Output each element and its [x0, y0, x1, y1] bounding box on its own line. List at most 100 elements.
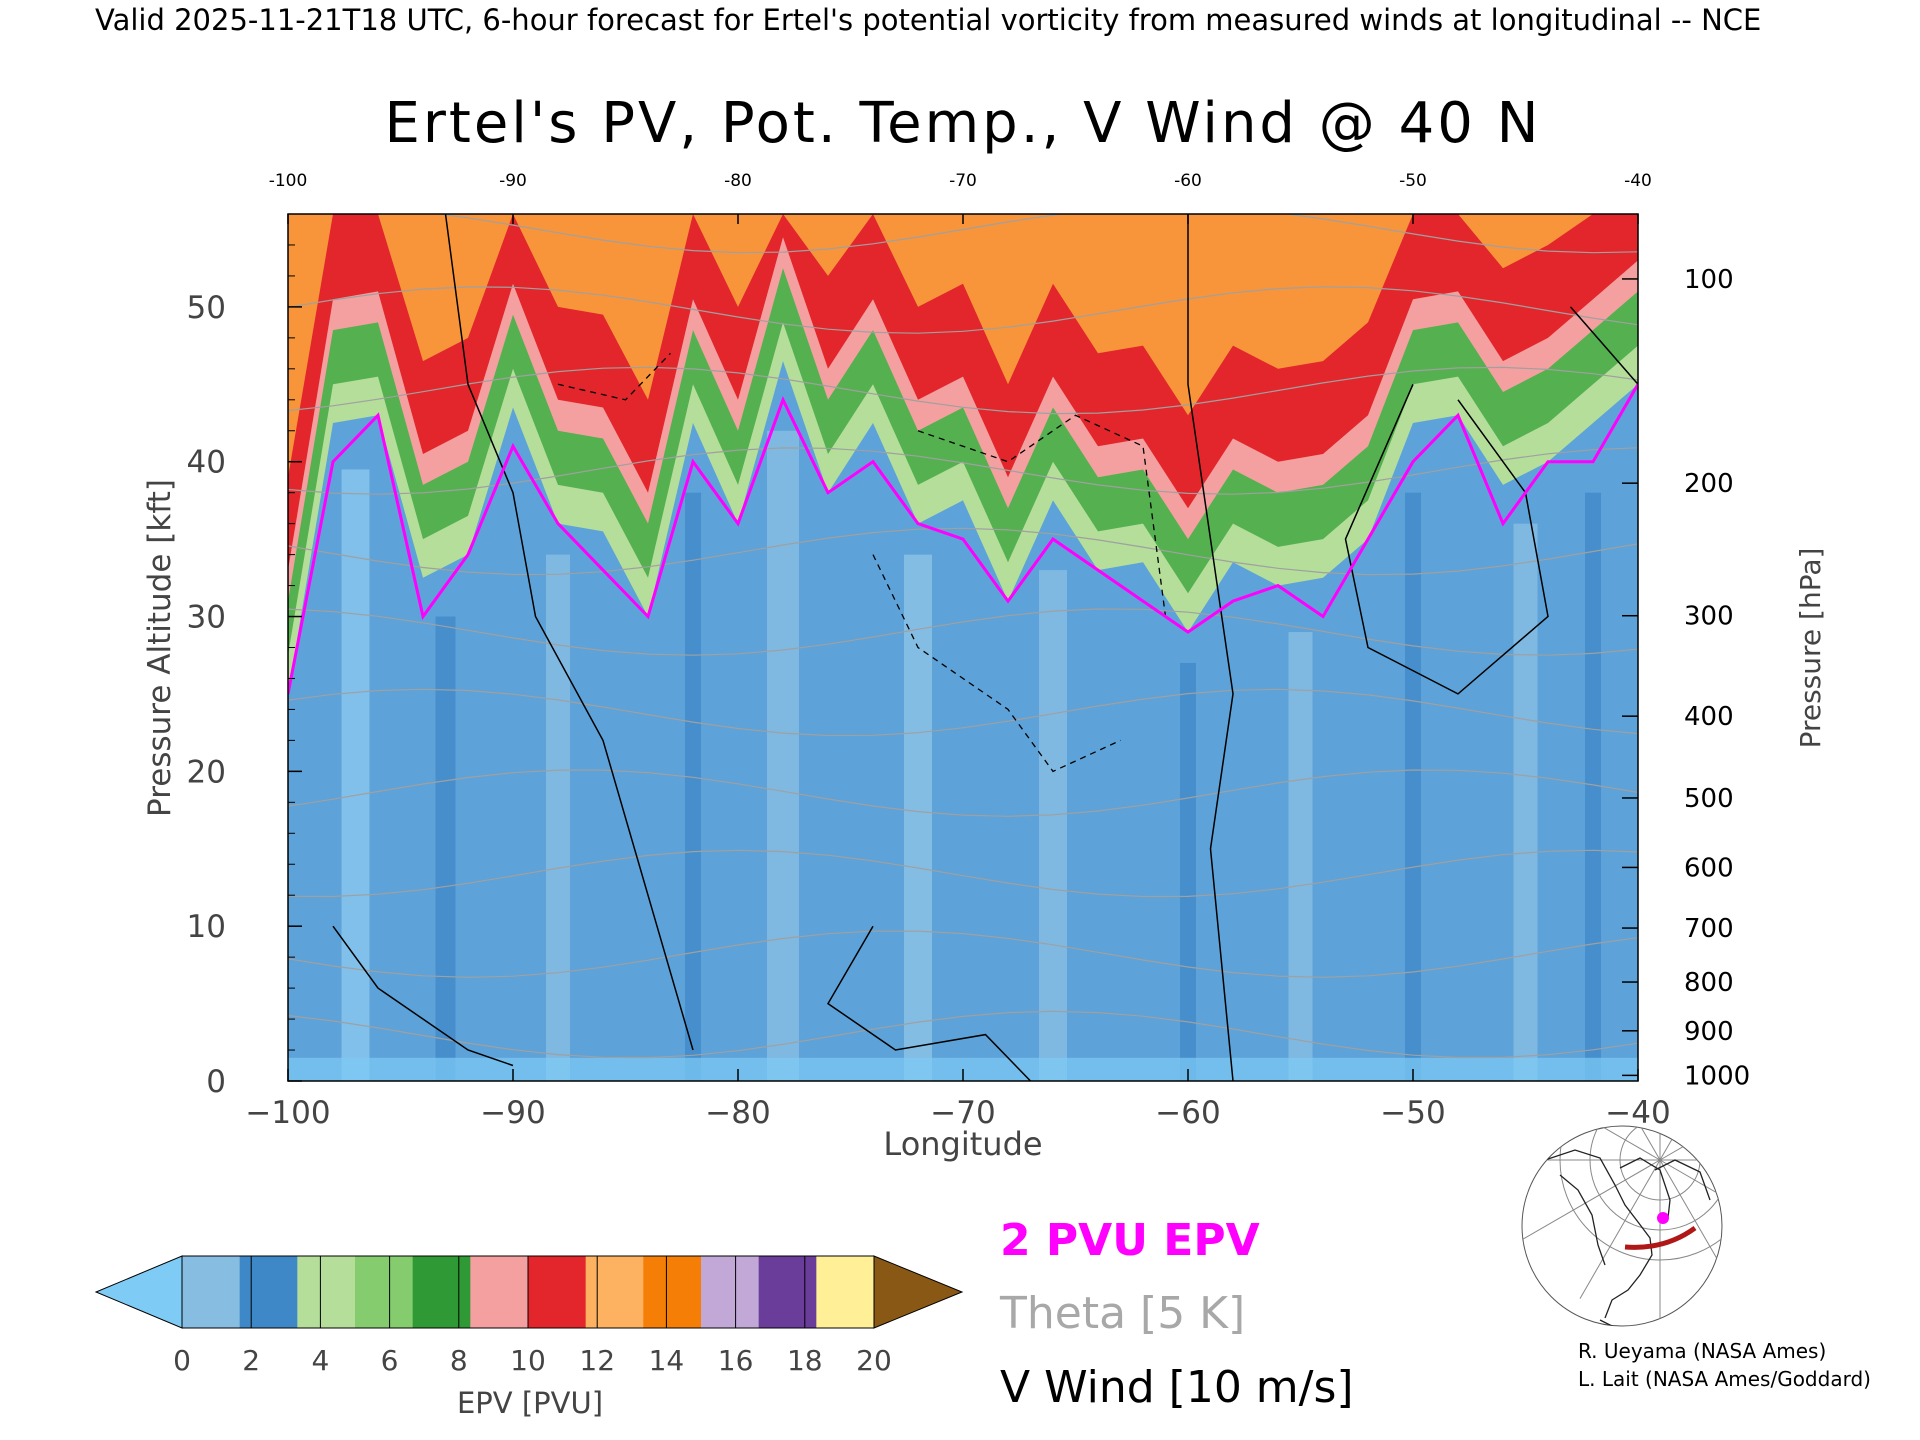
v-wind-contour — [332, 925, 514, 1067]
x-top-tick-label: -100 — [269, 171, 308, 191]
y-tick-label: 50 — [187, 290, 226, 326]
map-meridian — [1659, 1159, 1722, 1299]
pv-streak — [1405, 492, 1421, 1081]
colorbar-swatch — [355, 1256, 414, 1328]
map-meridian — [1522, 1159, 1661, 1241]
x-tick-label: −90 — [480, 1095, 545, 1131]
v-wind-contour — [827, 925, 1032, 1081]
map-meridian — [1579, 1159, 1661, 1299]
colorbar-tick-label: 12 — [579, 1344, 615, 1377]
pv-streak — [904, 554, 932, 1081]
x-axis-label: Longitude — [883, 1125, 1042, 1163]
v-wind-contour — [1187, 214, 1234, 1081]
colorbar-tick-label: 14 — [649, 1344, 685, 1377]
x-top-tick-label: -50 — [1399, 171, 1427, 191]
x-tick-label: −100 — [245, 1095, 330, 1131]
pressure-tick-label: 700 — [1684, 914, 1734, 944]
theta-contour — [288, 849, 1638, 898]
x-tick-label: −70 — [930, 1095, 995, 1131]
pv-streak — [685, 492, 701, 1081]
legend-pv-2pvu: 2 PVU EPV — [1000, 1215, 1260, 1266]
x-tick-label: −40 — [1605, 1095, 1670, 1131]
theta-contour — [288, 608, 1638, 656]
x-top-tick-label: -80 — [724, 171, 752, 191]
y-axis-left: 0 10 20 30 40 50 — [187, 213, 302, 1100]
theta-contour — [288, 1010, 1638, 1059]
credit-line-2: L. Lait (NASA Ames/Goddard) — [1578, 1367, 1871, 1391]
pv-streak — [1585, 492, 1601, 1081]
colorbar-label: EPV [PVU] — [457, 1386, 603, 1420]
v-wind-contour — [1569, 306, 1638, 385]
y-tick-label: 10 — [187, 909, 226, 945]
theta-contour — [434, 214, 1638, 254]
band-pv-12 — [288, 214, 1638, 478]
y-axis-right-label: Pressure [hPa] — [1794, 548, 1827, 749]
y-tick-label: 20 — [187, 754, 226, 790]
colorbar-swatch — [701, 1256, 760, 1328]
theta-contour — [288, 527, 1638, 576]
colorbar-swatch — [643, 1256, 702, 1328]
theta-contour — [288, 286, 1638, 334]
x-tick-label: −50 — [1380, 1095, 1445, 1131]
colorbar-swatch — [816, 1256, 875, 1328]
colorbar-tick-label: 8 — [450, 1344, 468, 1377]
colorbar-swatch — [470, 1256, 529, 1328]
x-top-tick-label: -70 — [949, 171, 977, 191]
theta-contour — [288, 769, 1638, 817]
colorbar-swatch — [239, 1256, 298, 1328]
colorbar-swatch — [758, 1256, 817, 1328]
legend-vwind: V Wind [10 m/s] — [1000, 1362, 1354, 1413]
y-tick-label: 30 — [187, 600, 226, 636]
colorbar-right-arrow — [873, 1255, 964, 1329]
y-tick-label: 0 — [206, 1064, 226, 1100]
x-tick-label: −60 — [1155, 1095, 1220, 1131]
colorbar-tick-label: 0 — [173, 1344, 191, 1377]
pv-streak — [546, 554, 570, 1081]
map-meridian — [1579, 1126, 1661, 1161]
pressure-tick-label: 800 — [1684, 968, 1734, 998]
map-meridian — [1659, 1126, 1722, 1161]
v-wind-contour-negative — [557, 352, 671, 401]
colorbar-tick-label: 18 — [787, 1344, 823, 1377]
locator-map — [1521, 1125, 1723, 1327]
theta-contour — [288, 366, 1638, 415]
chart-title: Ertel's PV, Pot. Temp., V Wind @ 40 N — [384, 91, 1541, 156]
x-top-tick-label: -60 — [1174, 171, 1202, 191]
v-wind-contour-negative — [917, 414, 1167, 617]
pv-streak — [1513, 523, 1538, 1081]
x-axis-top: -100 -90 -80 -70 -60 -50 -40 — [269, 171, 1652, 224]
pv-streak — [1288, 632, 1313, 1081]
pressure-tick-label: 300 — [1684, 602, 1734, 632]
pressure-tick-label: 500 — [1684, 784, 1734, 814]
colorbar-tick-label: 10 — [510, 1344, 546, 1377]
map-coastlines — [1544, 1149, 1711, 1326]
pressure-tick-label: 100 — [1684, 265, 1734, 295]
v-wind-contour — [444, 214, 694, 1051]
pressure-tick-label: 400 — [1684, 702, 1734, 732]
valid-time-header: Valid 2025-11-21T18 UTC, 6-hour forecast… — [95, 3, 1761, 37]
x-axis-bottom: −100 −90 −80 −70 −60 −50 −40 — [245, 1069, 1671, 1131]
epv-colorbar: 0 2 4 6 8 10 12 14 16 18 20 — [94, 1255, 964, 1377]
pv-streak — [435, 616, 456, 1081]
plot-area — [288, 214, 1638, 1081]
y-tick-label: 40 — [187, 445, 226, 481]
map-marker — [1657, 1212, 1669, 1224]
colorbar-tick-label: 6 — [381, 1344, 399, 1377]
legend-theta: Theta [5 K] — [999, 1288, 1245, 1339]
pressure-tick-label: 1000 — [1684, 1061, 1750, 1091]
x-top-tick-label: -40 — [1624, 171, 1652, 191]
pressure-tick-label: 900 — [1684, 1017, 1734, 1047]
colorbar-swatch — [412, 1256, 471, 1328]
colorbar-tick-label: 20 — [856, 1344, 892, 1377]
x-tick-label: −80 — [705, 1095, 770, 1131]
theta-contour — [288, 930, 1638, 978]
map-meridian — [1522, 1126, 1661, 1161]
pressure-tick-label: 200 — [1684, 469, 1734, 499]
y-axis-left-label: Pressure Altitude [kft] — [142, 479, 178, 817]
x-top-tick-label: -90 — [499, 171, 527, 191]
pv-streak — [1180, 662, 1196, 1081]
colorbar-tick-label: 4 — [311, 1344, 329, 1377]
colorbar-swatch — [297, 1256, 356, 1328]
theta-contour — [288, 447, 1638, 495]
